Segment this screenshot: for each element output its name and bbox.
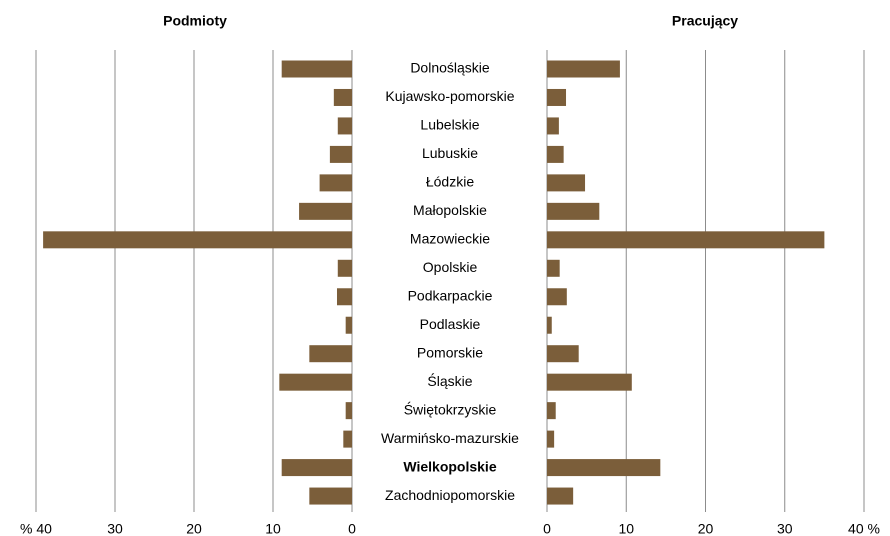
x-tick-label: 20 [186, 521, 202, 536]
bar [333, 88, 352, 106]
bar [281, 459, 352, 477]
bar [309, 345, 352, 363]
category-label: Podlaskie [420, 316, 481, 332]
category-label: Śląskie [427, 372, 472, 389]
bar [345, 316, 352, 334]
bar [337, 259, 352, 277]
category-label: Łódzkie [426, 174, 474, 190]
bar [43, 231, 353, 249]
bar [547, 288, 567, 306]
x-tick-label: 0 [543, 521, 551, 536]
bar [345, 402, 352, 420]
category-label: Wielkopolskie [403, 458, 496, 474]
bar [547, 430, 555, 448]
category-label: Lubelskie [420, 117, 479, 133]
bar [547, 174, 586, 192]
category-label: Świętokrzyskie [404, 400, 497, 417]
bar [299, 202, 352, 220]
bar [547, 487, 574, 505]
category-label: Zachodniopomorskie [385, 487, 515, 503]
bar [329, 145, 352, 163]
bar [309, 487, 352, 505]
category-label: Mazowieckie [410, 231, 490, 247]
bar [547, 373, 632, 391]
category-label: Opolskie [423, 259, 478, 275]
x-tick-label: 10 [265, 521, 281, 536]
x-tick-label: 40 % [848, 521, 880, 536]
bar [547, 117, 559, 135]
bar [336, 288, 352, 306]
bar [547, 345, 579, 363]
bar [319, 174, 352, 192]
category-label: Podkarpackie [408, 287, 493, 303]
category-label: Lubuskie [422, 145, 478, 161]
x-tick-label: 10 [618, 521, 634, 536]
x-tick-label: 30 [777, 521, 793, 536]
bar [337, 117, 352, 135]
bar [281, 60, 352, 78]
bar [547, 231, 825, 249]
x-tick-label: % 40 [20, 521, 52, 536]
bar [547, 259, 560, 277]
category-label: Kujawsko-pomorskie [385, 88, 514, 104]
x-tick-label: 0 [348, 521, 356, 536]
bar [547, 145, 564, 163]
bar [279, 373, 352, 391]
bar [547, 60, 620, 78]
category-label: Warmińsko-mazurskie [381, 430, 519, 446]
category-label: Dolnośląskie [410, 60, 490, 76]
chart-title: Pracujący [672, 13, 738, 29]
x-tick-label: 30 [107, 521, 123, 536]
bar [343, 430, 352, 448]
chart-title: Podmioty [163, 13, 227, 29]
bar [547, 459, 661, 477]
x-tick-label: 20 [698, 521, 714, 536]
bar [547, 88, 567, 106]
bar [547, 316, 552, 334]
bar [547, 202, 600, 220]
bar [547, 402, 556, 420]
category-label: Małopolskie [413, 202, 487, 218]
category-label: Pomorskie [417, 344, 483, 360]
